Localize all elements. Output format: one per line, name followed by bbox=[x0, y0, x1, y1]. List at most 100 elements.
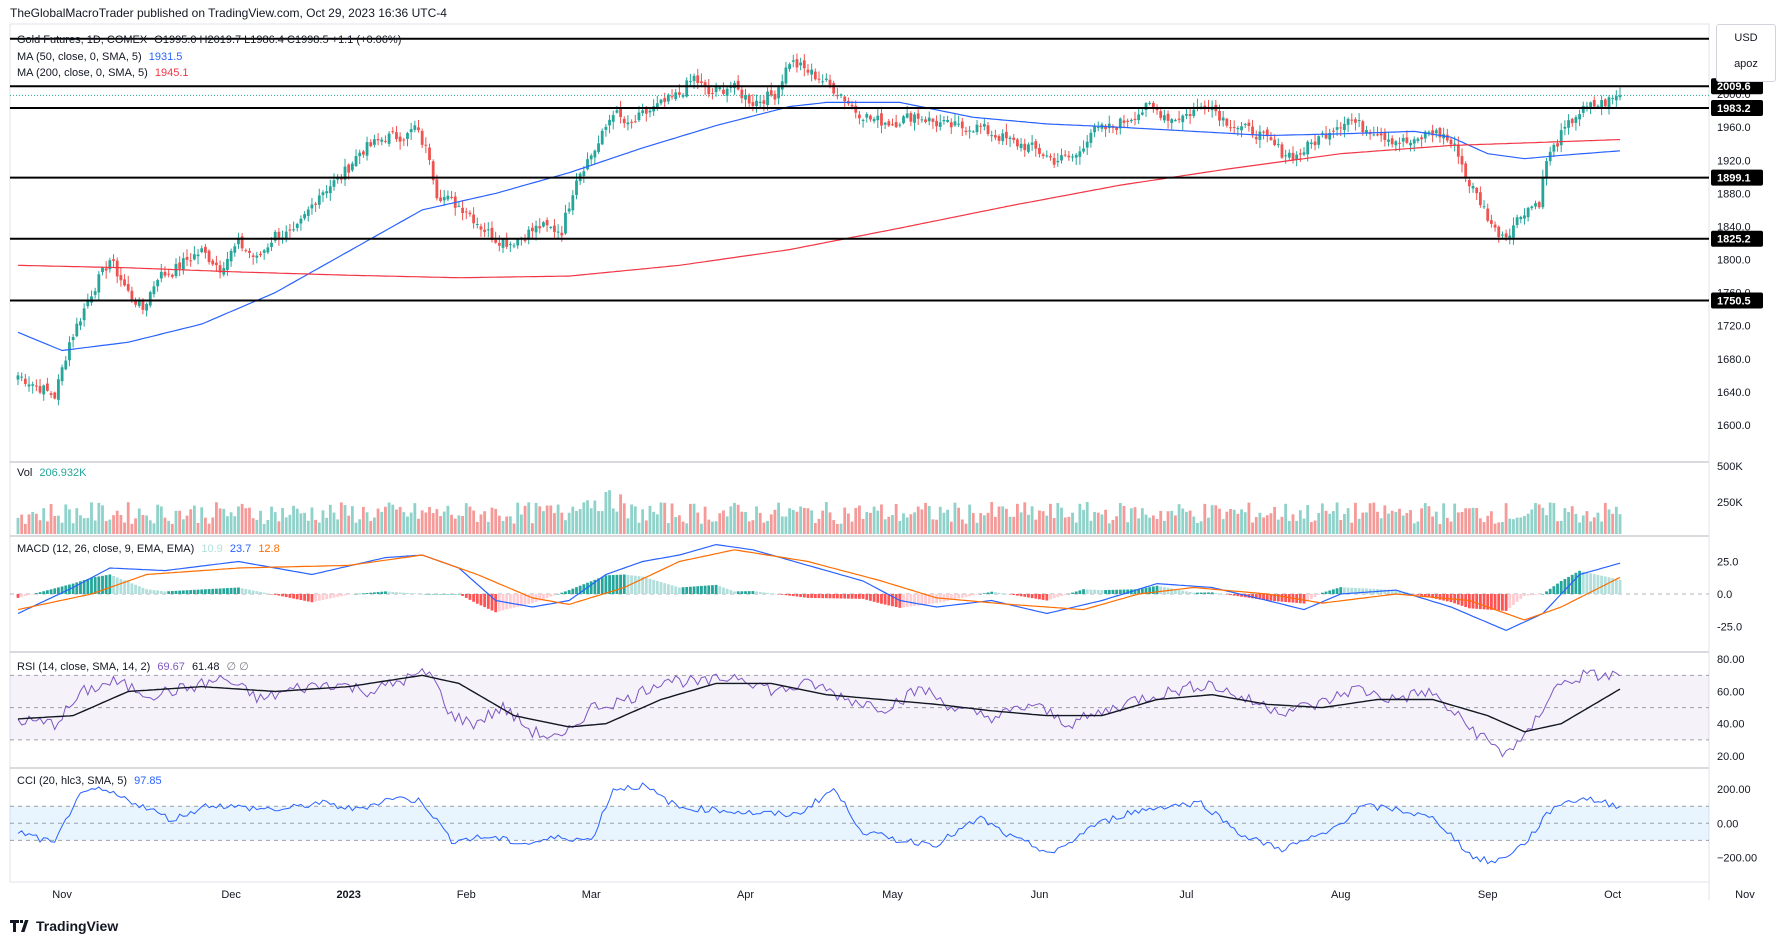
symbol-legend[interactable]: Gold Futures, 1D, COMEX O1995.0 H2019.7 … bbox=[17, 34, 401, 46]
candle-body bbox=[1383, 133, 1387, 140]
volume-bar bbox=[1004, 508, 1008, 534]
macd-hist-bar bbox=[1332, 589, 1335, 594]
candle-body bbox=[1041, 154, 1045, 157]
volume-bar bbox=[178, 510, 182, 534]
macd-hist-bar bbox=[303, 594, 306, 601]
macd-hist-bar bbox=[1423, 594, 1427, 597]
candle-body bbox=[79, 321, 82, 326]
macd-hist-bar bbox=[1596, 574, 1600, 594]
volume-bar bbox=[692, 503, 696, 534]
candle-body bbox=[953, 121, 957, 126]
candle-body bbox=[531, 227, 534, 232]
macd-hist-bar bbox=[1023, 594, 1027, 597]
candle-body bbox=[317, 195, 321, 205]
volume-bar bbox=[1412, 523, 1416, 534]
volume-bar bbox=[633, 506, 637, 534]
candle-body bbox=[685, 80, 689, 97]
macd-legend[interactable]: MACD (12, 26, close, 9, EMA, EMA) 10.9 2… bbox=[17, 543, 280, 555]
volume-bar bbox=[1225, 511, 1229, 534]
candle-body bbox=[920, 119, 924, 121]
volume-bar bbox=[350, 506, 354, 534]
volume-bar bbox=[1063, 517, 1067, 534]
cci-legend[interactable]: CCI (20, hlc3, SMA, 5) 97.85 bbox=[17, 775, 162, 787]
macd-hist-bar bbox=[1313, 594, 1317, 598]
macd-hist-bar bbox=[1545, 591, 1548, 594]
volume-bar bbox=[685, 523, 689, 534]
candle-body bbox=[1592, 100, 1596, 107]
volume-bar bbox=[1291, 514, 1295, 534]
macd-hist-bar bbox=[641, 576, 645, 594]
candle-body bbox=[325, 191, 329, 194]
volume-bar bbox=[1107, 523, 1111, 534]
price-tick-label: 1960.0 bbox=[1717, 122, 1751, 134]
unit-label: apoz bbox=[1734, 58, 1758, 70]
macd-hist-bar bbox=[1229, 594, 1232, 596]
macd-hist-bar bbox=[1346, 587, 1350, 594]
ma50-legend[interactable]: MA (50, close, 0, SMA, 5) 1931.5 bbox=[17, 51, 182, 63]
macd-hist-bar bbox=[927, 594, 931, 605]
macd-hist-bar bbox=[1478, 594, 1482, 610]
candle-body bbox=[104, 268, 108, 271]
candle-body bbox=[101, 267, 104, 273]
candle-body bbox=[931, 118, 935, 122]
macd-hist-bar bbox=[960, 594, 964, 598]
macd-hist-bar bbox=[578, 585, 582, 594]
candle-body bbox=[1262, 131, 1265, 133]
candle-body bbox=[777, 87, 780, 99]
tradingview-logo[interactable]: TradingView bbox=[10, 918, 118, 934]
volume-bar bbox=[1394, 511, 1398, 534]
macd-hist-bar bbox=[828, 594, 832, 599]
volume-bar bbox=[696, 512, 700, 534]
volume-legend[interactable]: Vol 206.932K bbox=[17, 467, 86, 479]
macd-hist-bar bbox=[567, 590, 571, 594]
volume-bar bbox=[519, 514, 523, 534]
macd-hist-bar bbox=[112, 575, 115, 594]
candle-body bbox=[905, 113, 909, 118]
macd-hist-bar bbox=[560, 592, 564, 594]
candle-body bbox=[196, 254, 200, 257]
volume-bar bbox=[1082, 509, 1085, 534]
volume-bar bbox=[119, 514, 123, 534]
macd-hist-bar bbox=[1589, 573, 1593, 594]
candle-body bbox=[677, 92, 681, 95]
candle-body bbox=[450, 196, 453, 198]
volume-bar bbox=[924, 502, 927, 534]
volume-bar bbox=[343, 505, 347, 534]
volume-bar bbox=[34, 513, 38, 534]
macd-hist-bar bbox=[1497, 594, 1501, 611]
volume-bar bbox=[714, 521, 718, 534]
macd-hist-bar bbox=[101, 575, 104, 594]
currency-selector[interactable]: USD apoz bbox=[1716, 24, 1776, 82]
ma200-legend[interactable]: MA (200, close, 0, SMA, 5) 1945.1 bbox=[17, 67, 189, 79]
candle-body bbox=[38, 386, 42, 393]
volume-bar bbox=[659, 502, 663, 534]
volume-bar bbox=[413, 503, 417, 534]
candle-body bbox=[1144, 103, 1148, 111]
volume-bar bbox=[306, 520, 310, 534]
volume-bar bbox=[1030, 506, 1034, 534]
macd-hist-bar bbox=[119, 578, 123, 594]
volume-bar bbox=[82, 518, 86, 534]
candle-body bbox=[141, 301, 145, 310]
macd-hist-bar bbox=[115, 577, 119, 594]
candle-body bbox=[20, 376, 24, 378]
volume-bar bbox=[1504, 503, 1508, 534]
candle-body bbox=[832, 83, 836, 94]
candle-body bbox=[542, 222, 545, 227]
candle-body bbox=[137, 299, 141, 306]
candle-body bbox=[688, 81, 692, 83]
candle-body bbox=[527, 229, 531, 239]
candle-body bbox=[1332, 130, 1335, 132]
volume-bar bbox=[1354, 502, 1357, 534]
candle-body bbox=[1306, 141, 1310, 155]
volume-bar bbox=[1456, 512, 1460, 534]
macd-hist-bar bbox=[644, 577, 648, 594]
macd-hist-bar bbox=[446, 594, 450, 595]
candle-body bbox=[1052, 157, 1056, 165]
volume-bar bbox=[861, 518, 865, 534]
macd-hist-bar bbox=[130, 583, 134, 594]
volume-bar bbox=[1041, 511, 1045, 534]
volume-bar bbox=[1170, 510, 1174, 534]
rsi-legend[interactable]: RSI (14, close, SMA, 14, 2) 69.67 61.48 … bbox=[17, 660, 249, 673]
